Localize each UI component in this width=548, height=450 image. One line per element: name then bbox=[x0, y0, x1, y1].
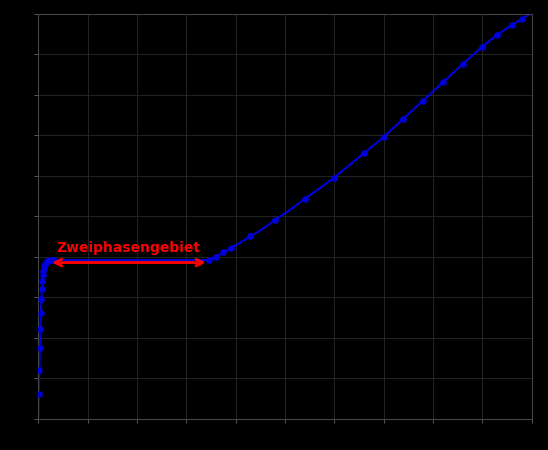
Point bbox=[438, 79, 447, 86]
Point bbox=[300, 195, 309, 203]
Point bbox=[359, 149, 368, 157]
Point bbox=[36, 326, 45, 333]
Point bbox=[35, 391, 43, 398]
Point bbox=[50, 256, 59, 264]
Point bbox=[399, 115, 408, 122]
Point bbox=[38, 277, 47, 284]
Point bbox=[41, 261, 49, 268]
Point bbox=[38, 271, 47, 278]
Point bbox=[458, 60, 467, 68]
Point bbox=[43, 257, 52, 264]
Point bbox=[330, 174, 339, 181]
Point bbox=[507, 21, 516, 28]
Point bbox=[271, 216, 279, 224]
Point bbox=[219, 249, 228, 256]
Point bbox=[246, 233, 255, 240]
Point bbox=[42, 259, 50, 266]
Point bbox=[36, 344, 44, 351]
Point bbox=[36, 310, 45, 317]
Point bbox=[478, 43, 487, 50]
Point bbox=[517, 16, 526, 23]
Point bbox=[493, 32, 501, 39]
Point bbox=[39, 267, 48, 274]
Point bbox=[204, 256, 213, 264]
Point bbox=[226, 245, 235, 252]
Point bbox=[379, 133, 388, 140]
Point bbox=[48, 256, 56, 264]
Point bbox=[45, 256, 54, 264]
Point bbox=[46, 256, 55, 264]
Point bbox=[39, 264, 48, 271]
Point bbox=[42, 258, 51, 265]
Text: Zweiphasengebiet: Zweiphasengebiet bbox=[57, 241, 201, 255]
Point bbox=[35, 366, 44, 373]
Point bbox=[212, 253, 220, 260]
Point bbox=[40, 262, 49, 270]
Point bbox=[37, 285, 46, 292]
Point bbox=[37, 295, 45, 302]
Point bbox=[419, 97, 427, 104]
